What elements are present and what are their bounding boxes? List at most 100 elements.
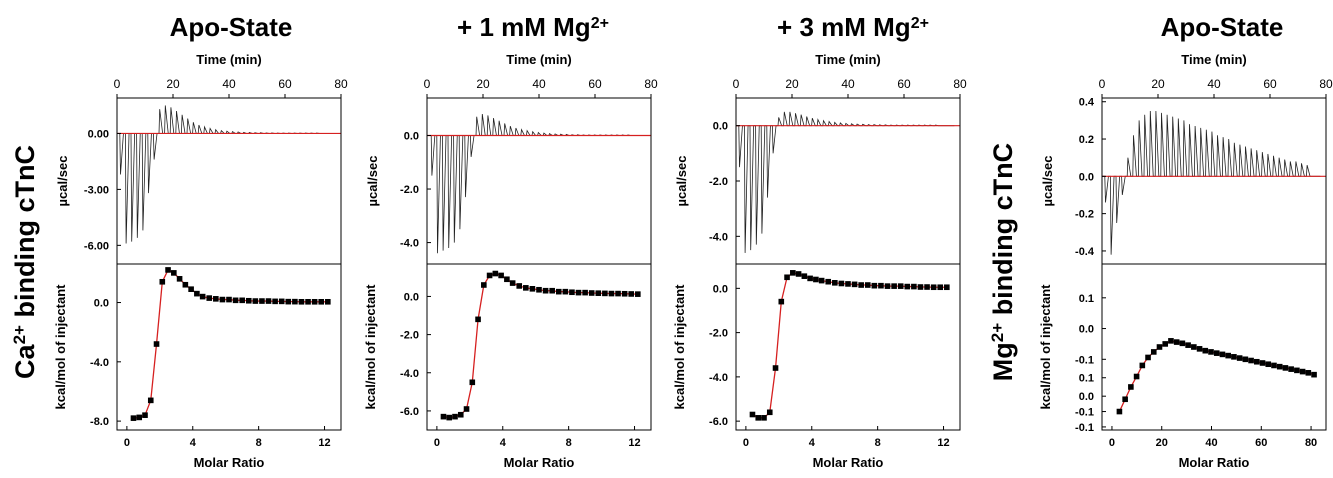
data-point: [1213, 350, 1220, 356]
bottom-y-tick-label: -0.1: [1075, 407, 1094, 419]
data-point: [1225, 352, 1231, 359]
data-point: [801, 273, 808, 279]
data-point: [469, 379, 476, 386]
top-x-tick-label: 60: [897, 77, 911, 91]
data-point: [498, 272, 504, 279]
data-point: [463, 406, 470, 412]
top-y-axis-title: µcal/sec: [365, 156, 380, 207]
data-point: [807, 275, 813, 282]
data-point: [1231, 354, 1237, 360]
data-point: [749, 411, 756, 418]
data-point: [292, 298, 298, 305]
data-point: [1282, 365, 1289, 371]
data-point: [1259, 360, 1266, 366]
data-point: [1248, 357, 1254, 364]
bottom-y-tick-label: -6.0: [400, 406, 419, 418]
bottom-y-tick-label: -8.0: [90, 416, 109, 428]
top-x-axis-title: Time (min): [506, 52, 572, 67]
panel-title: + 3 mM Mg2+: [777, 12, 929, 42]
data-point: [1191, 344, 1197, 350]
top-y-tick-label: -4.0: [709, 231, 728, 243]
bottom-x-tick-label: 4: [190, 437, 197, 449]
top-y-tick-label: 0.0: [713, 121, 728, 133]
data-point: [457, 411, 464, 418]
top-x-tick-label: 0: [733, 77, 740, 91]
data-point: [897, 283, 904, 289]
top-x-tick-label: 40: [222, 77, 236, 91]
bottom-x-tick-label: 0: [124, 437, 130, 449]
top-x-tick-label: 80: [953, 77, 967, 91]
data-point: [176, 276, 183, 282]
bottom-x-axis-title: Molar Ratio: [194, 455, 265, 470]
data-point: [891, 283, 897, 289]
data-point: [549, 287, 555, 294]
data-point: [298, 298, 305, 305]
data-point: [772, 365, 779, 371]
panel-title: Apo-State: [1161, 12, 1284, 42]
data-point: [523, 285, 529, 291]
data-point: [1276, 363, 1283, 370]
data-point: [615, 290, 621, 297]
data-point: [259, 298, 265, 304]
bottom-x-tick-label: 20: [1156, 437, 1168, 449]
data-point: [588, 290, 595, 296]
top-x-tick-label: 0: [114, 77, 121, 91]
data-point: [1196, 346, 1203, 352]
bottom-x-axis-title: Molar Ratio: [504, 455, 575, 470]
data-point: [239, 297, 245, 304]
bottom-y-axis-title: kcal/mol of injectant: [53, 284, 68, 410]
bottom-y-tick-label: -6.0: [709, 416, 728, 428]
data-point: [944, 284, 950, 291]
data-point: [864, 282, 871, 288]
data-point: [878, 282, 884, 289]
data-point: [252, 298, 259, 304]
data-point: [582, 289, 588, 296]
data-point: [555, 288, 562, 295]
data-point: [536, 286, 542, 293]
data-point: [130, 415, 137, 421]
bottom-y-axis-title: kcal/mol of injectant: [1038, 284, 1053, 410]
top-x-tick-label: 60: [278, 77, 292, 91]
data-point: [1265, 361, 1272, 368]
data-point: [784, 274, 790, 281]
top-x-axis-title: Time (min): [196, 52, 262, 67]
bottom-x-tick-label: 4: [809, 437, 816, 449]
data-point: [318, 298, 325, 305]
top-x-axis-title: Time (min): [1181, 52, 1247, 67]
data-point: [595, 290, 602, 296]
top-x-tick-label: 20: [1151, 77, 1165, 91]
panel-title-text: Apo-State: [1161, 12, 1284, 42]
bottom-x-tick-label: 12: [628, 437, 640, 449]
bottom-y-tick-label: -2.0: [400, 330, 419, 342]
top-y-tick-label: -0.2: [1075, 209, 1094, 221]
bottom-y-tick-label: 0.0: [1079, 391, 1094, 403]
data-point: [818, 277, 825, 284]
bottom-x-tick-label: 0: [434, 437, 440, 449]
data-point: [569, 289, 575, 296]
bottom-x-tick-label: 0: [1109, 437, 1115, 449]
panel-title-sup: 2+: [591, 15, 609, 32]
data-point: [884, 283, 891, 289]
data-point: [278, 298, 285, 305]
bottom-x-axis-title: Molar Ratio: [1179, 455, 1250, 470]
chart-panel-2: + 1 mM Mg2+Time (min)0 20 40 60 800.0-2.0-4.…: [363, 12, 658, 470]
bottom-y-tick-label: -4.0: [709, 372, 728, 384]
data-point: [147, 397, 154, 404]
data-point: [871, 282, 878, 289]
data-point: [265, 298, 272, 304]
top-x-axis-title: Time (min): [815, 52, 881, 67]
data-point: [1305, 370, 1312, 376]
panel-title-sup: 2+: [911, 15, 929, 32]
data-point: [481, 282, 487, 288]
data-point: [608, 290, 615, 297]
data-point: [206, 295, 213, 301]
bottom-y-tick-label: 0.0: [94, 298, 109, 310]
data-point: [937, 284, 944, 291]
data-point: [1150, 349, 1157, 355]
row-label-text: Ca: [10, 343, 40, 378]
panel-title-text: + 3 mM Mg: [777, 12, 911, 42]
bottom-y-tick-label: 0.0: [713, 283, 728, 295]
data-point: [542, 287, 549, 294]
top-x-tick-label: 80: [644, 77, 658, 91]
data-point: [1236, 355, 1243, 361]
